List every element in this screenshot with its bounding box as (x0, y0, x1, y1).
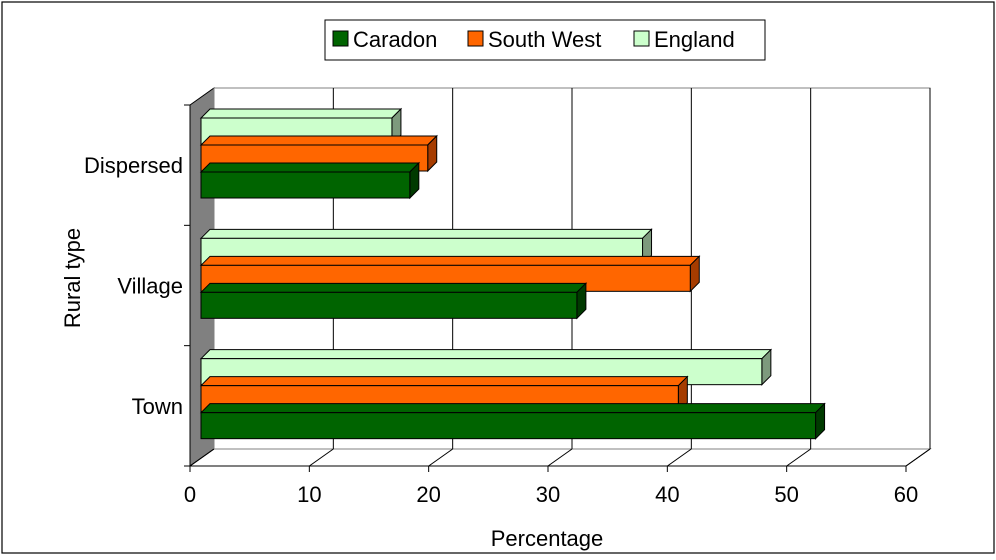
y-tick-label: Village (117, 274, 183, 299)
floor-gridline (786, 448, 811, 467)
plot-area: 0 10 20 30 40 50 60 Dispersed Village Town (84, 87, 932, 507)
y-axis-title: Rural type (60, 228, 85, 328)
x-tick-label: 50 (774, 482, 798, 507)
x-tick-label: 40 (655, 482, 679, 507)
floor-gridline (667, 448, 692, 467)
floor-gridline (547, 448, 573, 467)
legend-label-caradon: Caradon (353, 27, 437, 52)
bar-village-south-west-top (199, 255, 701, 266)
legend-box (324, 19, 766, 61)
x-tick-label: 0 (184, 482, 196, 507)
floor-gridline (189, 448, 215, 467)
legend-swatch-south-west (467, 30, 484, 47)
x-axis-title: Percentage (491, 526, 604, 551)
bar-town-south-west-top (199, 376, 689, 387)
bar-dispersed-england-top (199, 108, 403, 119)
x-tick-label: 30 (536, 482, 560, 507)
bar-village-caradon-top (199, 282, 588, 293)
x-tick-label: 60 (894, 482, 918, 507)
legend-swatch-england (633, 30, 650, 47)
legend-label-england: England (654, 27, 735, 52)
bar-dispersed-caradon (200, 171, 411, 199)
bar-village-caradon (200, 291, 578, 319)
bar-town-england-top (199, 349, 773, 360)
x-tick-label: 20 (416, 482, 440, 507)
legend-label-south-west: South West (488, 27, 601, 52)
bar-dispersed-caradon-top (199, 162, 421, 173)
y-tick-label: Town (132, 394, 183, 419)
y-tick-label: Dispersed (84, 153, 183, 178)
x-tick-label: 10 (297, 482, 321, 507)
bar-dispersed-south-west-top (199, 135, 438, 146)
floor-gridline (905, 448, 931, 467)
floor-gridline (309, 448, 334, 467)
bar-town-caradon (200, 412, 817, 440)
floor-gridline (428, 448, 453, 467)
legend: Caradon South West England (324, 19, 766, 61)
bar-town-caradon-top (199, 403, 826, 414)
bar-village-england-top (199, 228, 653, 239)
legend-swatch-caradon (332, 30, 349, 47)
